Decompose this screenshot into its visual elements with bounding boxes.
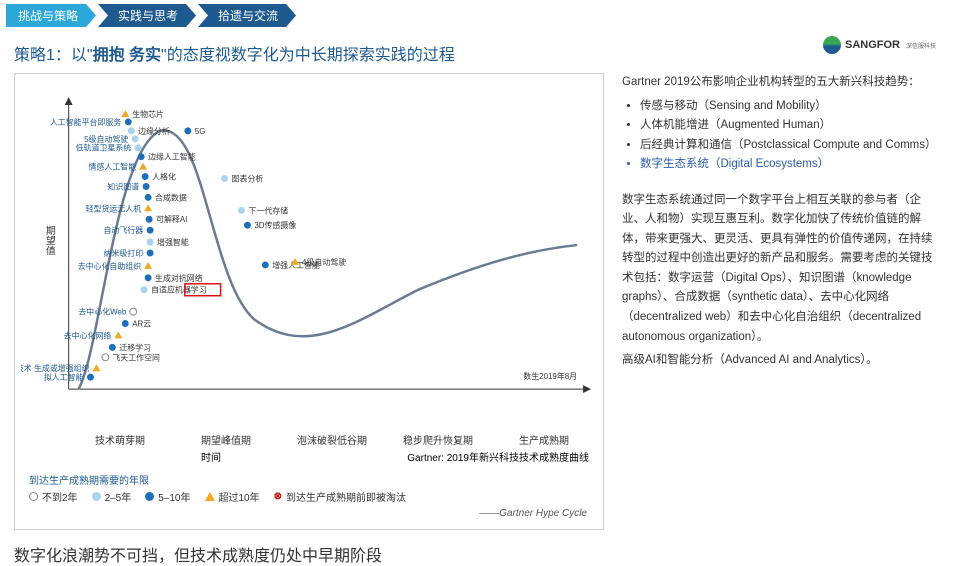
tab-challenges[interactable]: 挑战与策略 bbox=[6, 4, 96, 27]
side-panel: Gartner 2019公布影响企业机构转型的五大新兴科技趋势： 传感与移动（S… bbox=[622, 73, 942, 530]
logo-text: SANGFOR bbox=[845, 39, 900, 51]
logo-sub: 深信服科技 bbox=[906, 41, 936, 50]
trend-list: 传感与移动（Sensing and Mobility）人体机能增进（Augmen… bbox=[640, 97, 942, 175]
tab-communicate[interactable]: 拾遗与交流 bbox=[198, 4, 296, 27]
page-title: 策略1：以"拥抱 务实"的态度视数字化为中长期探索实践的过程 bbox=[0, 27, 960, 73]
side-heading: Gartner 2019公布影响企业机构转型的五大新兴科技趋势： bbox=[622, 73, 942, 93]
svg-text:纳米级打印: 纳米级打印 bbox=[103, 248, 143, 258]
tab-practice[interactable]: 实践与思考 bbox=[98, 4, 196, 27]
svg-text:图表分析: 图表分析 bbox=[232, 174, 264, 184]
hype-source: ——Gartner Hype Cycle bbox=[21, 508, 597, 519]
svg-text:下一代存储: 下一代存储 bbox=[248, 205, 288, 215]
svg-text:拟人工智能: 拟人工智能 bbox=[44, 372, 84, 382]
svg-text:5G: 5G bbox=[195, 127, 206, 136]
takeaway: 数字化浪潮势不可挡，但技术成熟度仍处中早期阶段 bbox=[0, 530, 960, 566]
svg-text:自动飞行器: 自动飞行器 bbox=[103, 225, 143, 235]
svg-text:边缘分析: 边缘分析 bbox=[138, 126, 170, 136]
svg-text:低轨道卫星系统: 低轨道卫星系统 bbox=[76, 143, 132, 153]
svg-text:迁移学习: 迁移学习 bbox=[119, 342, 151, 352]
legend: 不到2年2–5年5–10年超过10年⊗到达生产成熟期前即被淘汰 bbox=[21, 489, 597, 508]
svg-text:可解释AI: 可解释AI bbox=[156, 214, 187, 224]
svg-text:人工智能平台即服务: 人工智能平台即服务 bbox=[50, 117, 121, 127]
legend-title: 到达生产成熟期需要的年限 bbox=[29, 472, 597, 487]
x-axis-label: 时间 bbox=[201, 449, 221, 464]
svg-text:知识图谱: 知识图谱 bbox=[107, 181, 139, 191]
side-paragraph: 数字生态系统通过同一个数字平台上相互关联的参与者（企业、人和物）实现互惠互利。数… bbox=[622, 191, 942, 347]
svg-text:AR云: AR云 bbox=[132, 320, 151, 329]
y-axis-label: 期望值 bbox=[43, 225, 55, 256]
svg-text:生物芯片: 生物芯片 bbox=[132, 109, 164, 119]
svg-text:生成对抗网络: 生成对抗网络 bbox=[155, 273, 203, 283]
brand-logo: SANGFOR 深信服科技 bbox=[823, 36, 936, 54]
side-paragraph-2: 高级AI和智能分析（Advanced AI and Analytics）。 bbox=[622, 351, 942, 371]
svg-text:合成数据: 合成数据 bbox=[155, 192, 187, 202]
svg-text:自适应机器学习: 自适应机器学习 bbox=[151, 285, 207, 295]
svg-text:飞天工作空间: 飞天工作空间 bbox=[112, 352, 160, 362]
svg-text:5级自动驾驶: 5级自动驾驶 bbox=[84, 134, 128, 144]
chart-svg: 期望值 生物芯片人工智能平台即服务边缘分析 5级自动驾驶 5G 低轨道卫星系统边缘人工… bbox=[21, 80, 597, 430]
svg-text:边缘人工智能: 边缘人工智能 bbox=[148, 152, 196, 162]
svg-text:数生2019年8月: 数生2019年8月 bbox=[523, 371, 577, 381]
svg-text:3D传感摄像: 3D传感摄像 bbox=[254, 220, 296, 230]
svg-text:去中心化网络: 去中心化网络 bbox=[64, 330, 112, 340]
svg-text:去中心化Web: 去中心化Web bbox=[78, 307, 127, 317]
svg-text:去中心化自助组织: 去中心化自助组织 bbox=[78, 261, 142, 271]
chart-caption: Gartner: 2019年新兴科技技术成熟度曲线 bbox=[407, 449, 589, 464]
svg-text:轻型货运无人机: 轻型货运无人机 bbox=[86, 203, 142, 213]
svg-text:人格化: 人格化 bbox=[152, 172, 176, 182]
logo-icon bbox=[823, 36, 841, 54]
svg-text:增强智能: 增强智能 bbox=[157, 237, 189, 247]
axis-phases: 技术萌芽期期望峰值期泡沫破裂低谷期稳步爬升恢复期生产成熟期 bbox=[21, 430, 597, 447]
hype-cycle-chart: 期望值 生物芯片人工智能平台即服务边缘分析 5级自动驾驶 5G 低轨道卫星系统边缘人工… bbox=[14, 73, 604, 530]
svg-text:生物技术 生成或增强组织: 生物技术 生成或增强组织 bbox=[21, 363, 90, 373]
svg-text:情感人工智能: 情感人工智能 bbox=[89, 162, 137, 172]
tabs: 挑战与策略 实践与思考 拾遗与交流 bbox=[0, 0, 960, 27]
svg-text:4级自动驾驶: 4级自动驾驶 bbox=[302, 257, 346, 267]
